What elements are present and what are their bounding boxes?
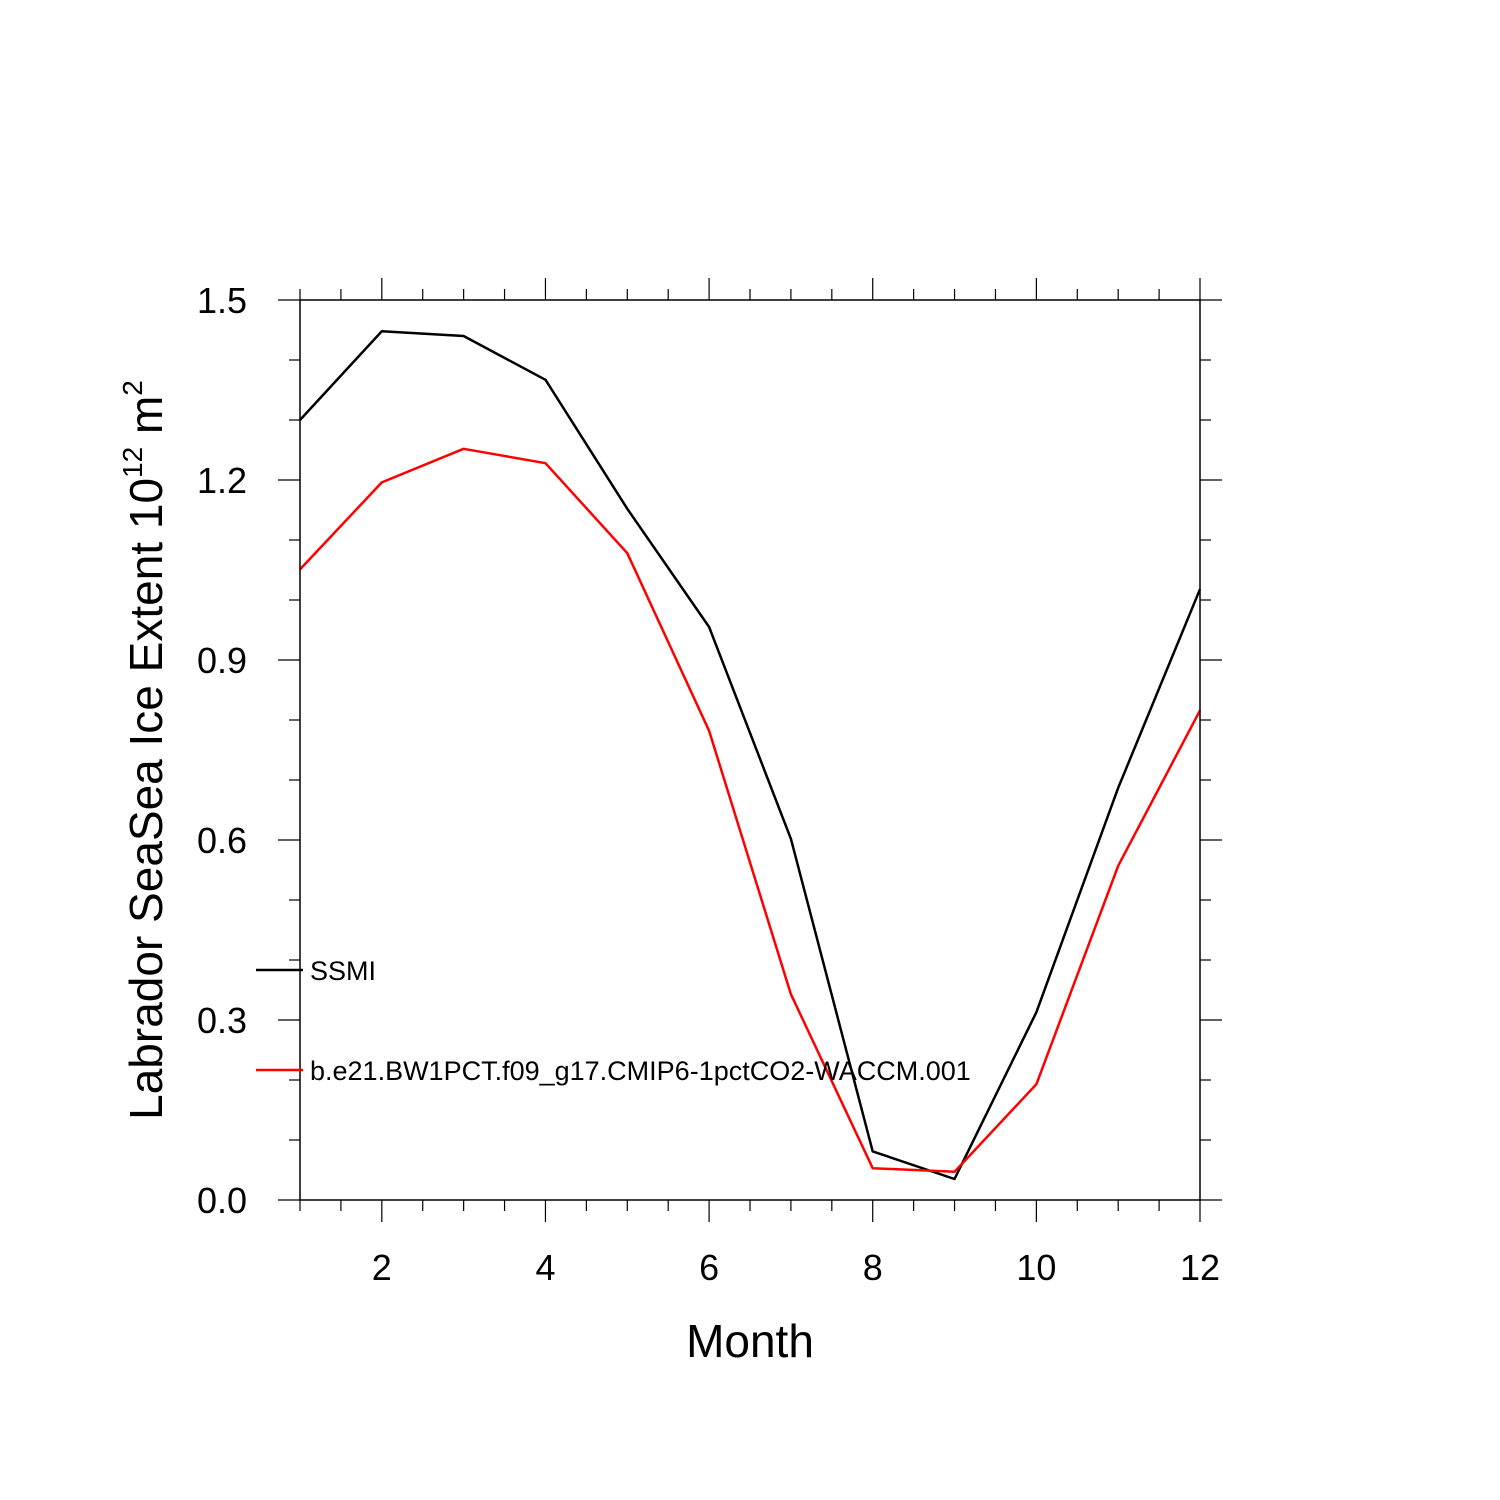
x-axis-title: Month <box>686 1315 814 1367</box>
y-axis-title-exponent: 12 <box>117 447 148 478</box>
x-tick-label: 10 <box>1016 1247 1056 1288</box>
plot-frame <box>299 299 1201 1201</box>
y-tick-label: 1.5 <box>197 280 247 321</box>
y-tick-label: 0.3 <box>197 1000 247 1041</box>
x-tick-label: 4 <box>535 1247 555 1288</box>
y-tick-label: 0.0 <box>197 1180 247 1221</box>
legend-label-ssmi: SSMI <box>310 956 376 986</box>
axis-ticks <box>278 278 1222 1222</box>
y-tick-label: 1.2 <box>197 460 247 501</box>
y-tick-label: 0.9 <box>197 640 247 681</box>
legend: SSMI b.e21.BW1PCT.f09_g17.CMIP6-1pctCO2-… <box>256 956 971 1086</box>
y-axis-title-main: Labrador SeaSea Ice Extent 10 <box>120 478 172 1120</box>
legend-label-waccm: b.e21.BW1PCT.f09_g17.CMIP6-1pctCO2-WACCM… <box>310 1056 971 1086</box>
series-lines <box>299 329 1202 1181</box>
y-axis-title: Labrador SeaSea Ice Extent 1012 m2 <box>117 380 172 1120</box>
x-tick-label: 12 <box>1180 1247 1220 1288</box>
tick-labels: 2 4 6 8 10 12 0.0 0.3 0.6 0.9 1.2 1.5 <box>197 280 1220 1288</box>
x-tick-label: 8 <box>863 1247 883 1288</box>
x-tick-label: 2 <box>372 1247 392 1288</box>
x-tick-label: 6 <box>699 1247 719 1288</box>
series-line-0 <box>299 329 1202 1181</box>
series-line-1 <box>299 447 1202 1174</box>
y-axis-title-unit: m <box>120 396 172 447</box>
y-axis-title-unit-exponent: 2 <box>117 380 148 396</box>
y-tick-label: 0.6 <box>197 820 247 861</box>
